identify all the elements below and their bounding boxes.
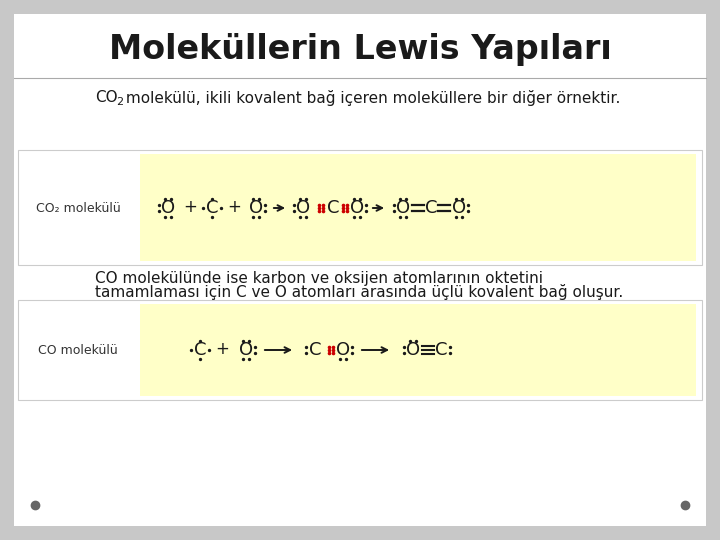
Text: +: + xyxy=(183,198,197,216)
Text: CO₂ molekülü: CO₂ molekülü xyxy=(35,201,120,214)
Text: C: C xyxy=(206,199,218,217)
Text: C: C xyxy=(435,341,447,359)
Bar xyxy=(18,300,702,400)
Text: C: C xyxy=(327,199,339,217)
Text: O: O xyxy=(452,199,466,217)
Text: C: C xyxy=(309,341,321,359)
Text: tamamlaması için C ve O atomları arasında üçlü kovalent bağ oluşur.: tamamlaması için C ve O atomları arasınd… xyxy=(95,284,624,300)
Text: O: O xyxy=(239,341,253,359)
Text: Moleküllerin Lewis Yapıları: Moleküllerin Lewis Yapıları xyxy=(109,33,611,66)
Text: CO molekülünde ise karbon ve oksijen atomlarının oktetini: CO molekülünde ise karbon ve oksijen ato… xyxy=(95,271,543,286)
Text: O: O xyxy=(350,199,364,217)
Text: +: + xyxy=(227,198,241,216)
Bar xyxy=(140,154,696,261)
Bar xyxy=(18,150,702,265)
Bar xyxy=(140,304,696,396)
Text: CO: CO xyxy=(95,91,117,105)
Text: O: O xyxy=(161,199,175,217)
Text: O: O xyxy=(249,199,263,217)
Text: CO molekülü: CO molekülü xyxy=(38,343,118,356)
Text: C: C xyxy=(425,199,437,217)
Text: O: O xyxy=(406,341,420,359)
Text: molekülü, ikili kovalent bağ içeren moleküllere bir diğer örnektir.: molekülü, ikili kovalent bağ içeren mole… xyxy=(121,90,621,106)
Text: O: O xyxy=(396,199,410,217)
Text: C: C xyxy=(194,341,206,359)
Text: O: O xyxy=(296,199,310,217)
Text: +: + xyxy=(215,340,229,358)
Text: 2: 2 xyxy=(116,97,123,107)
Text: O: O xyxy=(336,341,350,359)
